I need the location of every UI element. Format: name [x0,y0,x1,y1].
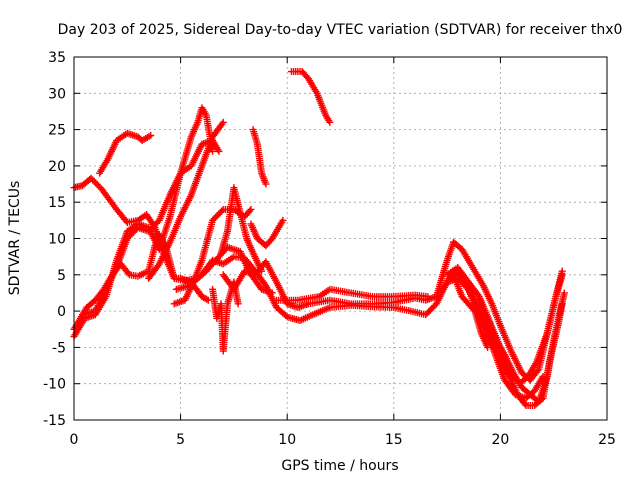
grid-lines [74,57,607,420]
y-tick-label: -5 [52,340,66,356]
data-point [92,179,100,187]
series-sat-i [219,238,566,384]
data-point [129,228,137,236]
data-point [558,300,566,308]
data-point [209,147,217,155]
data-point [154,218,162,226]
data-point [147,131,155,139]
chart-title: Day 203 of 2025, Sidereal Day-to-day VTE… [58,22,623,38]
data-point [560,289,568,297]
data-point [128,230,136,238]
data-point [426,306,434,314]
data-point [149,223,157,231]
series-sat-p [449,271,492,351]
data-point [87,174,95,182]
y-tick-label: 35 [48,50,66,66]
data-point [90,177,98,185]
data-point [326,118,334,126]
series-sat-m [273,285,432,304]
x-tick-label: 25 [598,432,616,448]
data-point [460,281,468,289]
x-axis-label: GPS time / hours [281,458,398,474]
data-point [219,118,227,126]
series-sat-o [443,274,566,409]
x-tick-label: 0 [70,432,79,448]
data-point [558,267,566,275]
data-point [246,207,254,215]
series-sat-q [464,267,566,388]
x-tick-label: 20 [491,432,509,448]
axis-ticks: 0 5 10 15 20 25 -15 -10 -5 0 5 10 15 20 25 30 35 [43,50,616,448]
data-point [218,120,226,128]
plot-frame [73,56,608,421]
data-point [125,233,133,241]
data-point [218,207,226,215]
data-point [215,147,223,155]
data-point [423,309,431,317]
data-point [216,209,224,217]
data-point [131,227,139,235]
data-point [258,267,266,275]
series-sat-r [209,278,242,355]
series-sat-d [79,136,223,319]
y-tick-label: -10 [43,377,66,393]
series-sat-e [96,129,155,177]
y-tick-label: 10 [48,232,66,248]
data-point [521,400,529,408]
y-tick-label: 15 [48,195,66,211]
y-tick-label: 0 [57,304,66,320]
data-point [89,176,97,184]
y-tick-label: 25 [48,123,66,139]
y-tick-label: 5 [57,268,66,284]
series-sat-l [287,68,334,126]
data-points [70,68,568,409]
data-point [95,182,103,190]
data-point [428,305,436,313]
data-point [461,282,469,290]
series-sat-k [249,126,270,188]
y-tick-label: -15 [43,413,66,429]
data-point [422,311,430,319]
data-point [247,205,255,213]
data-point [484,343,492,351]
data-point [122,217,130,225]
series-sat-j [247,216,287,250]
data-point [123,235,131,242]
data-point [234,300,242,308]
data-point [209,216,217,224]
data-point [534,367,542,375]
data-point [212,213,220,221]
data-point [203,295,211,303]
y-tick-label: 30 [48,86,66,102]
data-point [93,180,101,188]
data-point [152,219,160,227]
data-point [279,216,287,224]
x-tick-label: 10 [278,432,296,448]
y-axis-label: SDTVAR / TECUs [7,181,23,296]
data-point [213,212,221,220]
data-point [145,227,153,235]
data-point [474,291,482,299]
data-point [148,224,156,232]
x-tick-label: 15 [385,432,403,448]
data-point [425,308,433,316]
x-tick-label: 5 [176,432,185,448]
data-point [151,221,159,229]
data-point [424,293,432,301]
series-sat-f [145,118,227,282]
data-point [126,231,134,239]
data-point [429,303,437,311]
y-tick-label: 20 [48,159,66,175]
series-sat-s [217,184,266,275]
data-point [210,215,218,223]
series-sat-b [70,231,276,333]
data-point [146,226,154,234]
data-point [262,180,270,188]
data-point [457,278,465,286]
data-point [215,210,223,218]
